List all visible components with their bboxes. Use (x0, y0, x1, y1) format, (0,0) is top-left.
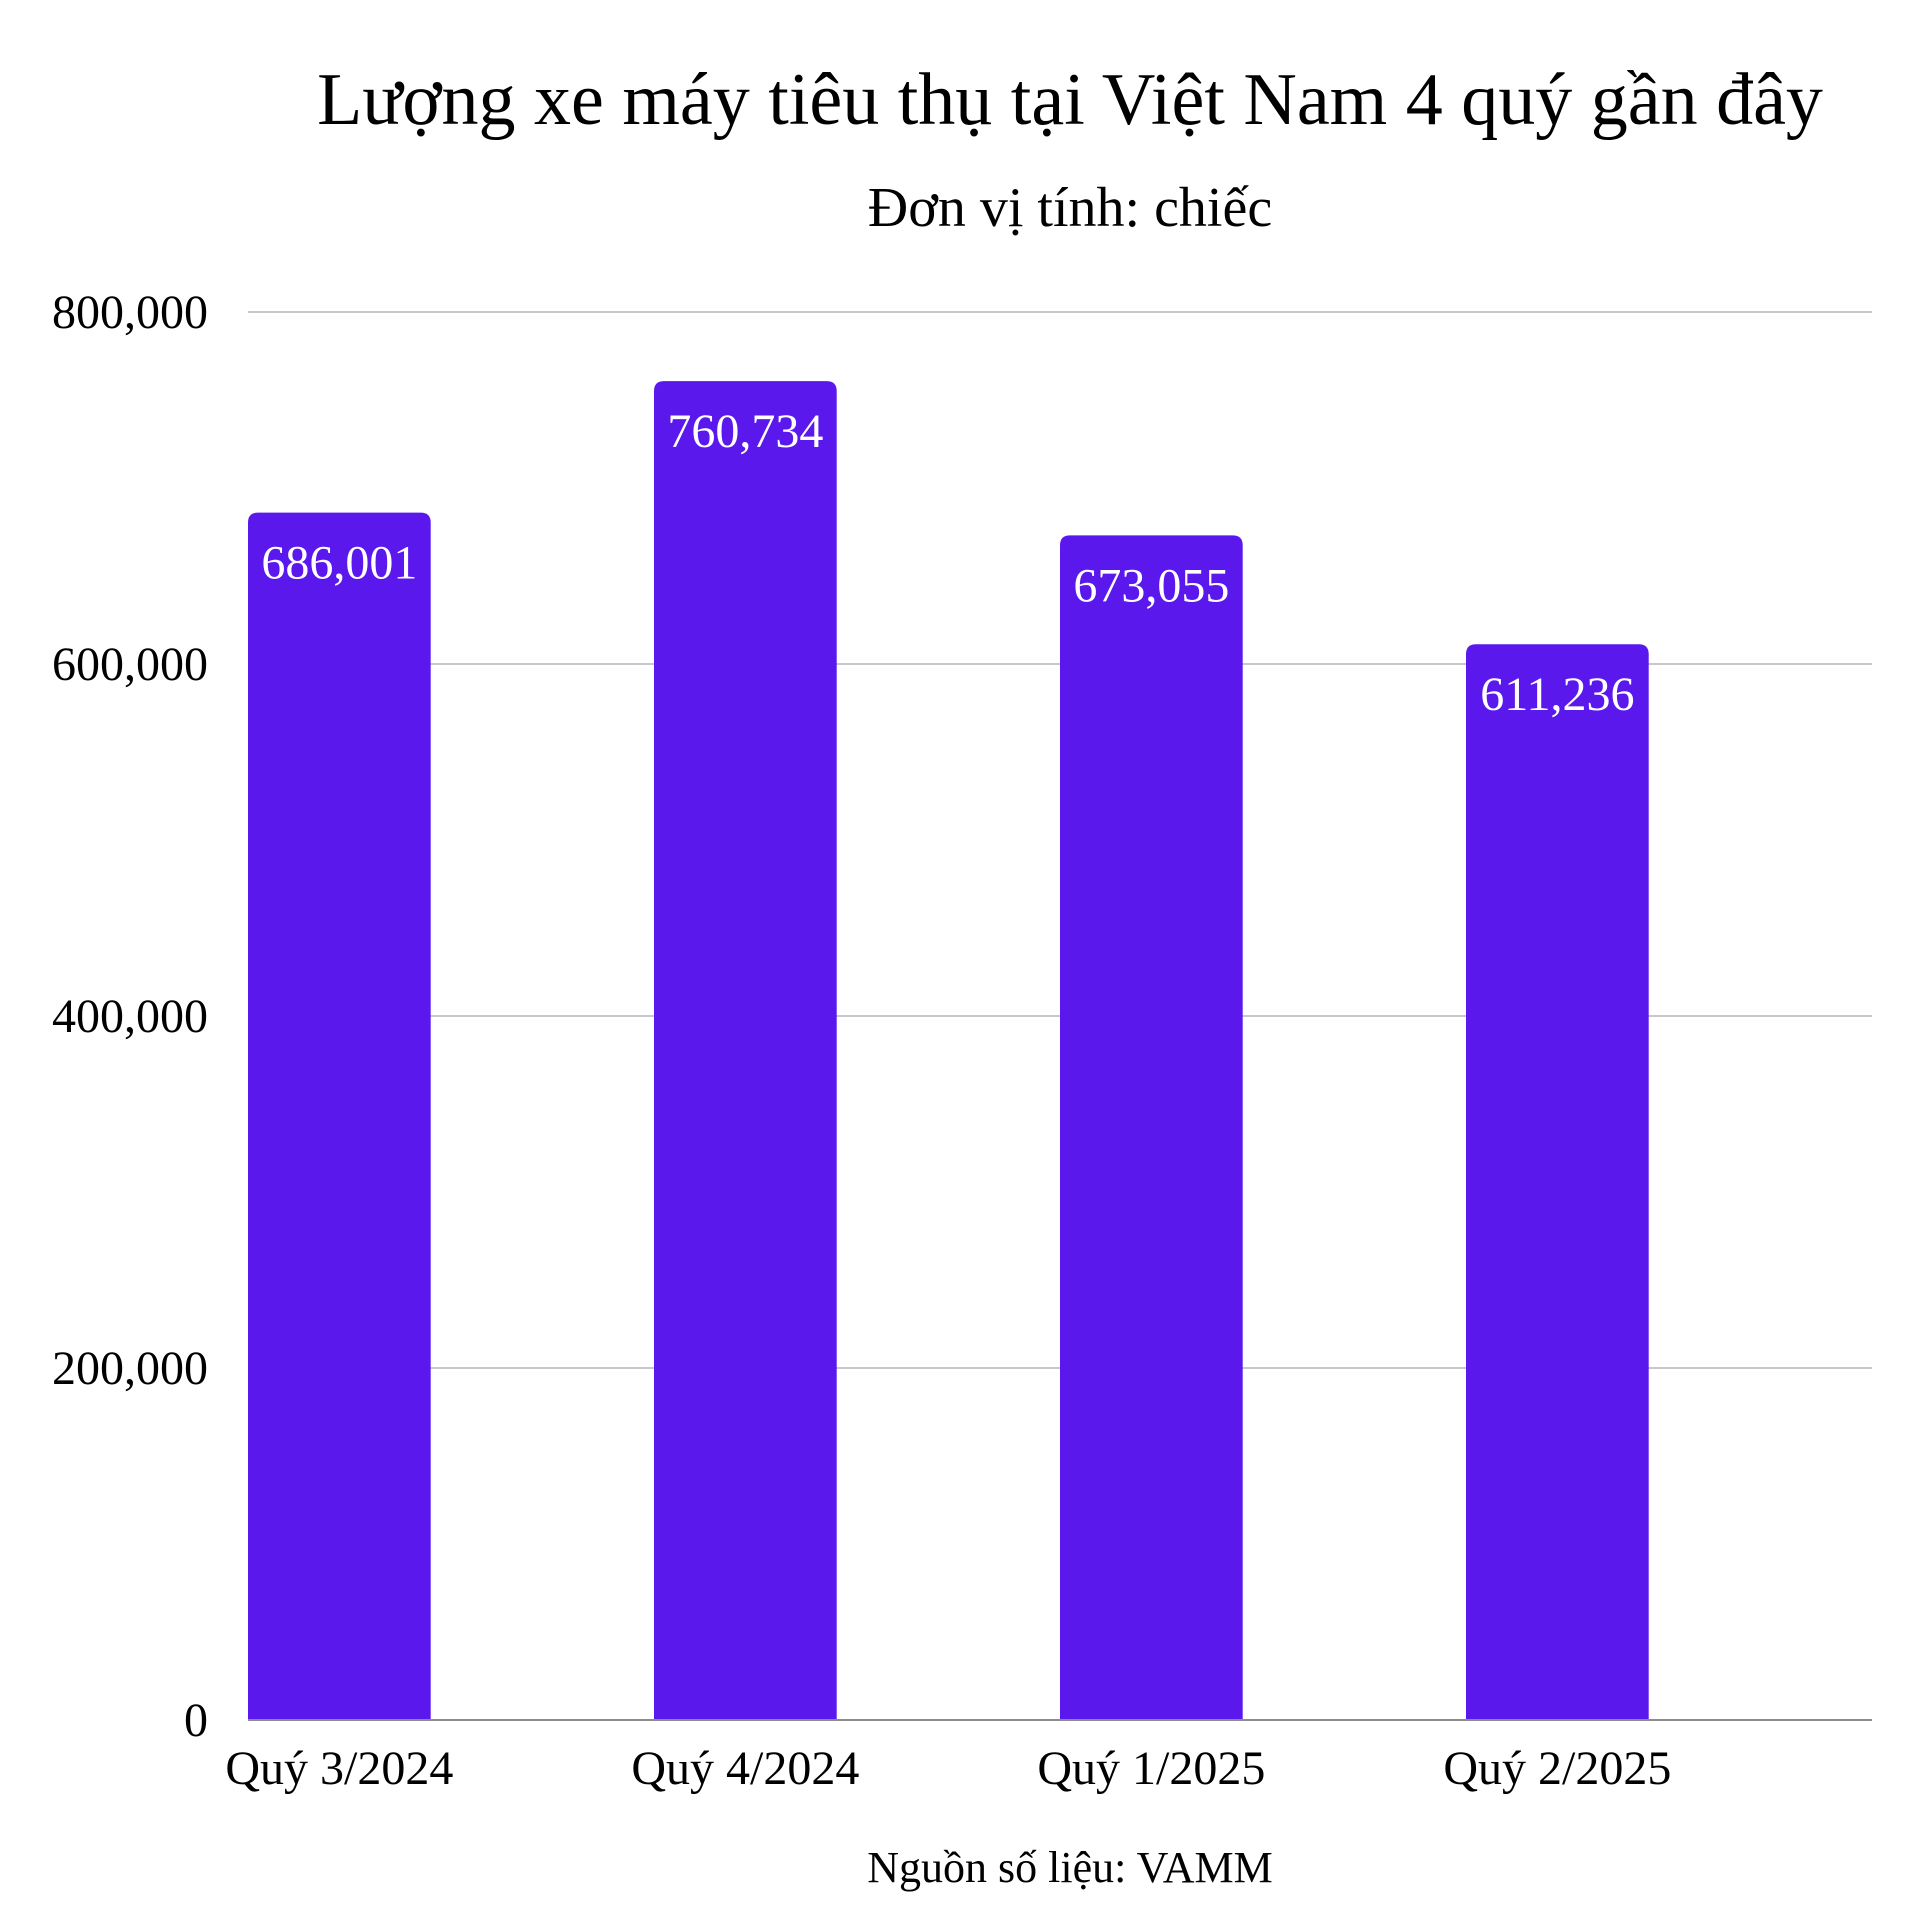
x-tick-label: Quý 4/2024 (631, 1742, 859, 1795)
x-axis: Quý 3/2024 Quý 4/2024 Quý 1/2025 Quý 2/2025 (225, 1719, 1872, 1795)
x-tick-label: Quý 3/2024 (225, 1742, 453, 1795)
bar (1466, 644, 1649, 1721)
bar (1060, 535, 1243, 1720)
data-labels: 686,001 760,734 673,055 611,236 (261, 405, 1634, 721)
data-label: 686,001 (261, 537, 417, 590)
data-label: 760,734 (667, 405, 823, 458)
y-tick-label: 600,000 (52, 638, 208, 691)
x-tick-label: Quý 2/2025 (1443, 1742, 1671, 1795)
bar (654, 381, 837, 1720)
x-tick-label: Quý 1/2025 (1037, 1742, 1265, 1795)
y-tick-label: 200,000 (52, 1342, 208, 1395)
y-tick-label: 400,000 (52, 990, 208, 1043)
data-label: 673,055 (1073, 559, 1229, 612)
data-label: 611,236 (1480, 668, 1634, 721)
chart-title: Lượng xe máy tiêu thụ tại Việt Nam 4 quý… (317, 59, 1823, 141)
chart-subtitle: Đơn vị tính: chiếc (868, 177, 1272, 239)
y-tick-label: 0 (184, 1694, 208, 1747)
y-axis: 0 200,000 400,000 600,000 800,000 (52, 286, 208, 1747)
source-note: Nguồn số liệu: VAMM (867, 1843, 1272, 1892)
bar (248, 512, 431, 1721)
y-tick-label: 800,000 (52, 286, 208, 339)
bars (248, 381, 1649, 1721)
